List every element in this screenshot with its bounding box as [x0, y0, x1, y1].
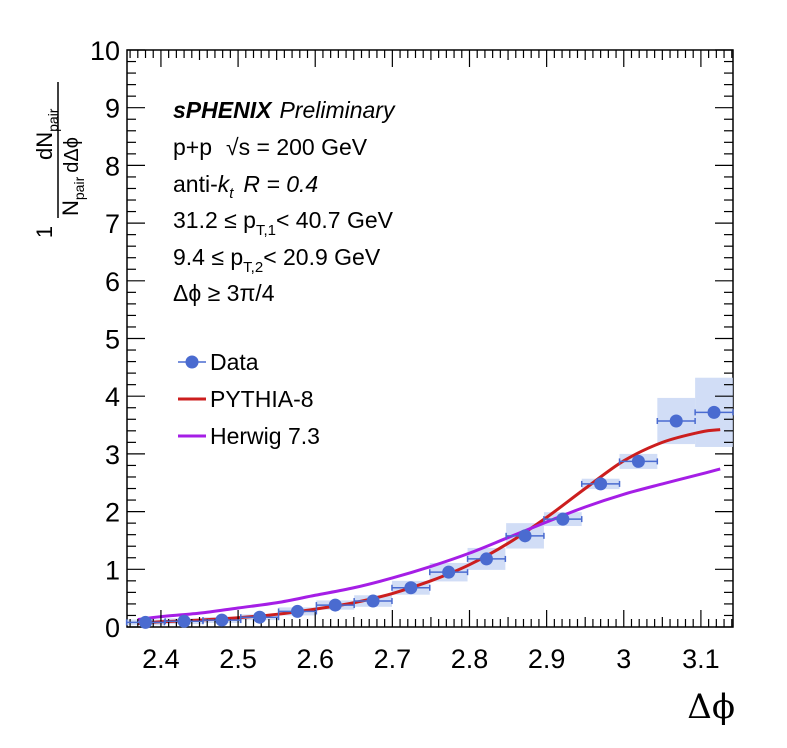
data-point: [215, 613, 229, 627]
y-tick-label: 4: [105, 382, 120, 412]
x-tick-label: 2.7: [374, 644, 412, 674]
dphi-cut-label: Δϕ ≥ 3π/4: [173, 280, 275, 306]
y-tick-label: 6: [105, 267, 120, 297]
x-tick-label: 2.8: [451, 644, 489, 674]
data-point: [707, 405, 721, 419]
y-tick-label: 5: [105, 325, 120, 355]
legend-herwig-label: Herwig 7.3: [210, 423, 320, 449]
x-tick-label: 2.4: [142, 644, 180, 674]
data-point: [139, 615, 153, 629]
x-tick-label: 3.1: [682, 644, 720, 674]
data-point: [669, 414, 683, 428]
y-label-numerator: dNpair: [32, 108, 61, 160]
experiment-label: sPHENIX Preliminary: [173, 97, 396, 123]
data-point: [253, 610, 267, 624]
data-points: [125, 405, 734, 629]
y-label-one: 1: [32, 226, 57, 238]
y-tick-label: 2: [105, 498, 120, 528]
y-tick-label: 8: [105, 151, 120, 181]
data-point: [290, 604, 304, 618]
y-label-denominator: NpairdΔϕ: [58, 137, 87, 216]
y-axis-label: 1 NpairdΔϕ dNpair: [32, 82, 87, 238]
y-tick-label: 1: [105, 555, 120, 585]
x-tick-label: 3: [616, 644, 631, 674]
y-axis-ticks: 0 1 2 3 4 5 6 7 8 9 10: [90, 36, 733, 643]
data-point: [366, 594, 380, 608]
x-tick-label: 2.5: [219, 644, 257, 674]
data-point: [556, 512, 570, 526]
algorithm-label: anti-kt R = 0.4: [173, 171, 318, 202]
herwig-curve: [137, 467, 721, 621]
plot-frame: [126, 49, 734, 628]
collision-label: p+p √s = 200 GeV: [173, 134, 368, 160]
legend: Data PYTHIA-8 Herwig 7.3: [178, 349, 320, 449]
y-tick-label: 7: [105, 209, 120, 239]
data-point: [518, 529, 532, 543]
y-tick-label: 9: [105, 94, 120, 124]
y-tick-label: 10: [90, 36, 120, 66]
y-tick-label: 0: [105, 613, 120, 643]
x-tick-label: 2.6: [296, 644, 334, 674]
data-point: [177, 614, 191, 628]
legend-data-label: Data: [210, 349, 259, 375]
x-tick-label: 2.9: [528, 644, 566, 674]
legend-pythia-label: PYTHIA-8: [210, 386, 314, 412]
x-axis-ticks: 2.4 2.5 2.6 2.7 2.8 2.9 3 3.1: [129, 50, 733, 674]
x-axis-label: Δϕ: [687, 687, 735, 727]
data-point: [404, 581, 418, 595]
pt1-cut-label: 31.2 ≤ pT,1< 40.7 GeV: [173, 207, 394, 239]
data-point: [594, 477, 608, 491]
data-point: [631, 454, 645, 468]
data-point: [442, 565, 456, 579]
data-point: [479, 552, 493, 566]
legend-data-marker: [185, 355, 199, 369]
data-point: [328, 598, 342, 612]
pt2-cut-label: 9.4 ≤ pT,2< 20.9 GeV: [173, 244, 381, 276]
y-tick-label: 3: [105, 440, 120, 470]
